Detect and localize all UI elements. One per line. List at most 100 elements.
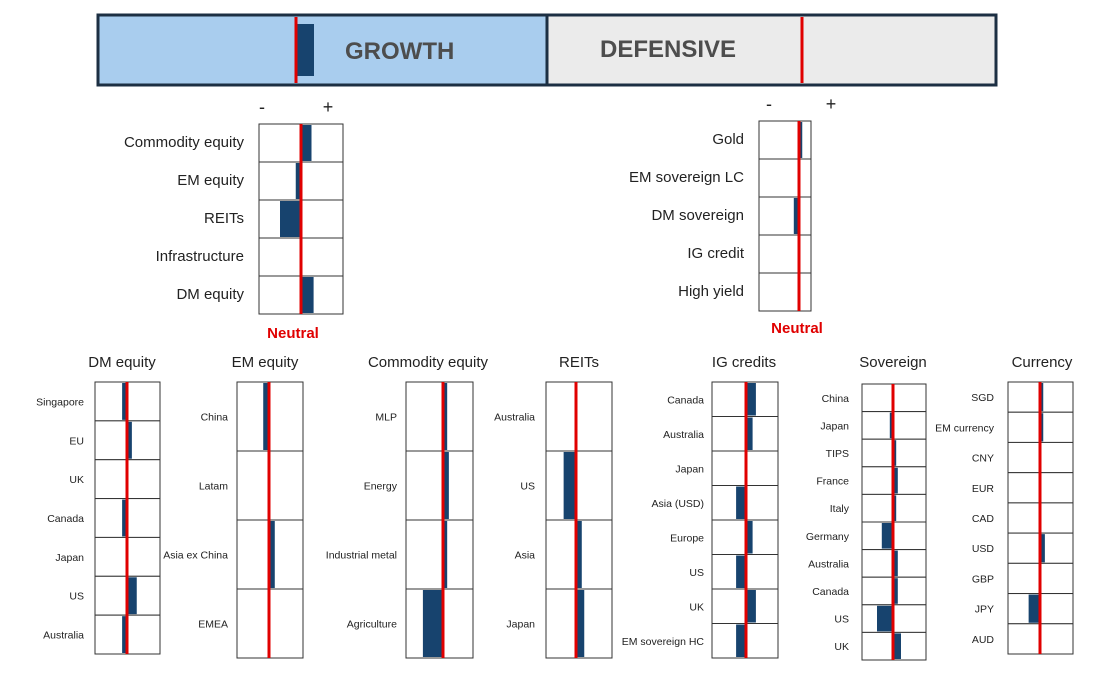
sovereign-label-france: France bbox=[816, 476, 849, 488]
reits-panel: REITs Australia US Asia Japan bbox=[494, 354, 613, 659]
reits-label-asia: Asia bbox=[515, 550, 536, 562]
commodity-equity-label-agriculture: Agriculture bbox=[347, 619, 397, 631]
defensive-banner-label: DEFENSIVE bbox=[600, 36, 736, 63]
dm-equity-bar-eu bbox=[127, 421, 132, 459]
defensive-overview-bar-dm-sovereign bbox=[793, 198, 799, 234]
currency-title: Currency bbox=[1012, 354, 1073, 371]
currency-label-em-currency: EM currency bbox=[935, 422, 995, 434]
ig-credits-bar-australia bbox=[746, 417, 753, 450]
reits-bar-asia bbox=[576, 521, 582, 588]
defensive-overview-cell bbox=[758, 158, 812, 198]
commodity-equity-cell bbox=[405, 450, 474, 521]
ig-credits-bar-us bbox=[736, 555, 746, 588]
sovereign-label-tips: TIPS bbox=[826, 448, 849, 460]
sovereign-title: Sovereign bbox=[859, 354, 927, 371]
growth-overview-label-dm-equity: DM equity bbox=[176, 286, 244, 303]
sovereign-label-germany: Germany bbox=[806, 531, 850, 543]
dm-equity-label-canada: Canada bbox=[47, 513, 84, 525]
growth-banner-label: GROWTH bbox=[345, 38, 454, 65]
em-equity-panel: EM equity China Latam Asia ex China EMEA bbox=[163, 354, 304, 659]
ig-credits-title: IG credits bbox=[712, 354, 776, 371]
defensive-overview-cell bbox=[758, 196, 812, 236]
growth-overview-bar-commodity-equity bbox=[301, 125, 312, 161]
currency-bar-em-currency bbox=[1040, 413, 1044, 442]
sovereign-bar-japan bbox=[889, 412, 893, 439]
ig-credits-label-asia-usd: Asia (USD) bbox=[651, 498, 704, 510]
sovereign-label-canada: Canada bbox=[812, 586, 849, 598]
dm-equity-label-uk: UK bbox=[69, 474, 84, 486]
defensive-overview-label-dm-sovereign: DM sovereign bbox=[651, 207, 744, 224]
sovereign-label-japan: Japan bbox=[820, 420, 849, 432]
sovereign-bar-us bbox=[877, 605, 893, 632]
sovereign-bar-tips bbox=[893, 440, 897, 466]
defensive-overview-bar-gold bbox=[799, 122, 803, 158]
defensive-neutral-label: Neutral bbox=[771, 320, 823, 337]
em-equity-bar-asia-ex-china bbox=[269, 521, 275, 588]
sovereign-bar-france bbox=[893, 467, 898, 494]
growth-overview-label-reits: REITs bbox=[204, 210, 244, 227]
currency-bar-usd bbox=[1040, 534, 1045, 563]
currency-label-sgd: SGD bbox=[971, 392, 994, 404]
ig-credits-label-uk: UK bbox=[689, 601, 704, 613]
defensive-overview-panel: Gold EM sovereign LC DM sovereign IG credit… bbox=[629, 120, 812, 312]
defensive-overview-label-gold: Gold bbox=[712, 131, 744, 148]
ig-credits-bar-uk bbox=[746, 590, 756, 623]
dm-equity-panel: DM equity Singapore EU UK Canada Japan US Austr… bbox=[36, 354, 161, 655]
growth-overview-bar-reits bbox=[280, 201, 301, 237]
dm-equity-bar-australia bbox=[122, 616, 127, 653]
growth-overview-panel: Commodity equity EM equity REITs Infrastruc… bbox=[124, 123, 344, 315]
dm-equity-label-eu: EU bbox=[69, 435, 84, 447]
reits-label-japan: Japan bbox=[506, 619, 535, 631]
commodity-equity-cell bbox=[405, 381, 474, 452]
dm-equity-label-australia: Australia bbox=[43, 630, 84, 642]
commodity-equity-title: Commodity equity bbox=[368, 354, 489, 371]
growth-overview-label-infrastructure: Infrastructure bbox=[156, 248, 244, 265]
reits-bar-us bbox=[563, 452, 576, 519]
currency-label-gbp: GBP bbox=[972, 573, 994, 585]
reits-cell bbox=[545, 450, 613, 521]
defensive-overview-cell bbox=[758, 120, 812, 160]
commodity-equity-bar-mlp bbox=[443, 383, 448, 450]
ig-credits-bar-em-sovereign-hc bbox=[736, 624, 746, 657]
currency-label-jpy: JPY bbox=[975, 604, 994, 616]
dm-equity-label-singapore: Singapore bbox=[36, 396, 84, 408]
reits-title: REITs bbox=[559, 354, 599, 371]
sovereign-label-australia: Australia bbox=[808, 558, 849, 570]
dm-equity-label-us: US bbox=[69, 591, 84, 603]
reits-cell bbox=[545, 381, 613, 452]
em-equity-label-emea: EMEA bbox=[198, 619, 228, 631]
ig-credits-label-em-sovereign-hc: EM sovereign HC bbox=[622, 636, 705, 648]
ig-credits-bar-europe bbox=[746, 521, 753, 554]
sovereign-label-china: China bbox=[822, 393, 850, 405]
banner: GROWTH DEFENSIVE bbox=[96, 13, 998, 87]
em-equity-bar-china bbox=[263, 383, 269, 450]
currency-panel: Currency SGD EM currency CNY EUR CAD USD GBP JPY… bbox=[935, 354, 1074, 655]
sovereign-bar-germany bbox=[881, 523, 893, 549]
reits-label-us: US bbox=[520, 481, 535, 493]
dm-equity-title: DM equity bbox=[88, 354, 156, 371]
sovereign-label-italy: Italy bbox=[830, 503, 850, 515]
em-equity-label-asia-ex-china: Asia ex China bbox=[163, 550, 228, 562]
reits-label-australia: Australia bbox=[494, 412, 535, 424]
em-equity-label-latam: Latam bbox=[199, 481, 228, 493]
ig-credits-label-australia: Australia bbox=[663, 429, 704, 441]
sovereign-label-us: US bbox=[834, 614, 849, 626]
growth-neutral-label: Neutral bbox=[267, 325, 319, 342]
commodity-equity-label-energy: Energy bbox=[364, 481, 398, 493]
dm-equity-label-japan: Japan bbox=[55, 552, 84, 564]
commodity-equity-panel: Commodity equity MLP Energy Industrial meta… bbox=[326, 354, 489, 659]
defensive-plus-sign: + bbox=[826, 94, 837, 114]
em-equity-title: EM equity bbox=[232, 354, 299, 371]
growth-overview-bar-dm-equity bbox=[301, 277, 314, 313]
growth-minus-sign: - bbox=[259, 97, 265, 117]
em-equity-label-china: China bbox=[201, 412, 229, 424]
ig-credits-bar-canada bbox=[746, 383, 756, 416]
commodity-equity-bar-industrial-metal bbox=[443, 521, 448, 588]
ig-credits-bar-asia-usd bbox=[736, 486, 746, 519]
growth-banner-bar bbox=[296, 24, 314, 76]
defensive-overview-cell bbox=[758, 272, 812, 312]
reits-bar-japan bbox=[576, 590, 585, 657]
commodity-equity-label-industrial-metal: Industrial metal bbox=[326, 550, 397, 562]
commodity-equity-label-mlp: MLP bbox=[375, 412, 397, 424]
